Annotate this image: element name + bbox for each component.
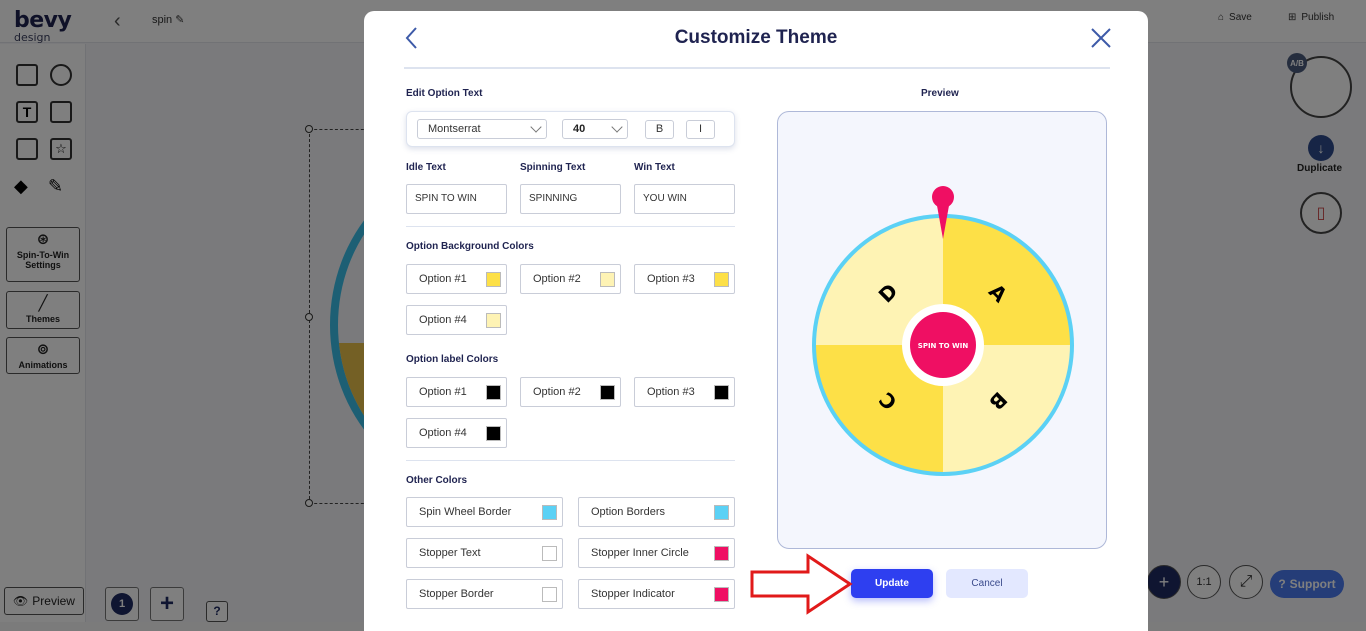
color-swatch[interactable] bbox=[542, 505, 557, 520]
stopper-indicator-head bbox=[932, 186, 954, 208]
customize-theme-modal: Customize Theme Edit Option Text Montser… bbox=[364, 11, 1148, 631]
option-background-colors-label: Option Background Colors bbox=[406, 241, 534, 252]
update-button[interactable]: Update bbox=[851, 569, 933, 598]
idle-text-input[interactable]: SPIN TO WIN bbox=[406, 184, 507, 214]
option-label-color-4[interactable]: Option #4 bbox=[406, 418, 507, 448]
spinning-text-input[interactable]: SPINNING bbox=[520, 184, 621, 214]
preview-label: Preview bbox=[921, 88, 959, 99]
spin-wheel-border-color[interactable]: Spin Wheel Border bbox=[406, 497, 563, 527]
color-swatch[interactable] bbox=[714, 587, 729, 602]
color-swatch[interactable] bbox=[714, 505, 729, 520]
edit-option-text-label: Edit Option Text bbox=[406, 88, 483, 99]
chevron-down-icon bbox=[611, 121, 623, 133]
italic-button[interactable]: I bbox=[686, 120, 715, 139]
color-swatch[interactable] bbox=[486, 313, 501, 328]
color-swatch[interactable] bbox=[600, 385, 615, 400]
win-text-input[interactable]: YOU WIN bbox=[634, 184, 735, 214]
red-arrow-annotation bbox=[750, 553, 853, 615]
option-label-colors-label: Option label Colors bbox=[406, 354, 499, 365]
back-chevron-icon[interactable] bbox=[402, 25, 422, 51]
spinning-text-label: Spinning Text bbox=[520, 162, 586, 173]
color-swatch[interactable] bbox=[486, 272, 501, 287]
idle-text-label: Idle Text bbox=[406, 162, 446, 173]
color-swatch[interactable] bbox=[486, 426, 501, 441]
color-swatch[interactable] bbox=[714, 272, 729, 287]
font-toolbar: Montserrat 40 B I bbox=[406, 111, 735, 147]
option-bg-color-2[interactable]: Option #2 bbox=[520, 264, 621, 294]
color-swatch[interactable] bbox=[542, 546, 557, 561]
other-colors-label: Other Colors bbox=[406, 475, 468, 486]
stopper-text-color[interactable]: Stopper Text bbox=[406, 538, 563, 568]
wheel-segment-b bbox=[943, 345, 1070, 472]
color-swatch[interactable] bbox=[714, 385, 729, 400]
option-label-color-2[interactable]: Option #2 bbox=[520, 377, 621, 407]
wheel-segment-d bbox=[816, 218, 943, 345]
option-label-color-1[interactable]: Option #1 bbox=[406, 377, 507, 407]
chevron-down-icon bbox=[530, 121, 542, 133]
stopper-inner-circle-color[interactable]: Stopper Inner Circle bbox=[578, 538, 735, 568]
bold-button[interactable]: B bbox=[645, 120, 674, 139]
stopper-text: SPIN TO WIN bbox=[918, 342, 969, 350]
color-swatch[interactable] bbox=[714, 546, 729, 561]
color-swatch[interactable] bbox=[542, 587, 557, 602]
color-swatch[interactable] bbox=[486, 385, 501, 400]
stopper-indicator bbox=[936, 200, 950, 239]
color-swatch[interactable] bbox=[600, 272, 615, 287]
title-divider bbox=[404, 67, 1110, 69]
stopper-indicator-color[interactable]: Stopper Indicator bbox=[578, 579, 735, 609]
cancel-button[interactable]: Cancel bbox=[946, 569, 1028, 598]
option-bg-color-1[interactable]: Option #1 bbox=[406, 264, 507, 294]
font-size-select[interactable]: 40 bbox=[562, 119, 628, 139]
close-icon[interactable] bbox=[1090, 27, 1112, 49]
divider bbox=[406, 226, 735, 227]
stopper-border-color[interactable]: Stopper Border bbox=[406, 579, 563, 609]
win-text-label: Win Text bbox=[634, 162, 675, 173]
option-borders-color[interactable]: Option Borders bbox=[578, 497, 735, 527]
wheel-segment-c bbox=[816, 345, 943, 472]
wheel-segment-a bbox=[943, 218, 1070, 345]
stopper-inner-circle[interactable] bbox=[910, 312, 976, 378]
option-bg-color-4[interactable]: Option #4 bbox=[406, 305, 507, 335]
font-family-select[interactable]: Montserrat bbox=[417, 119, 547, 139]
wheel-preview: A B C D SPIN TO WIN bbox=[777, 111, 1107, 549]
option-label-color-3[interactable]: Option #3 bbox=[634, 377, 735, 407]
option-bg-color-3[interactable]: Option #3 bbox=[634, 264, 735, 294]
spin-wheel: A B C D SPIN TO WIN bbox=[812, 186, 1074, 476]
modal-title: Customize Theme bbox=[674, 27, 838, 48]
divider bbox=[406, 460, 735, 461]
